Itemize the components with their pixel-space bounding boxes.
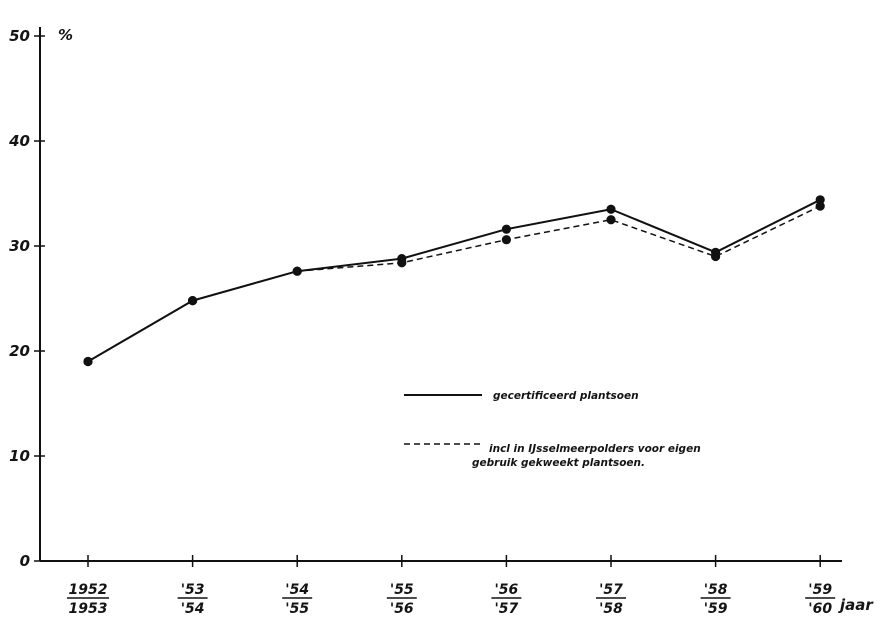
- x-tick-label: '53'54: [177, 582, 208, 617]
- axes: [39, 27, 842, 562]
- x-tick-label-top: '54: [285, 582, 309, 598]
- data-point-series-2: [292, 266, 302, 276]
- x-tick-label-bottom: '54: [181, 601, 205, 617]
- x-tick-label: '59'60: [805, 582, 836, 617]
- legend-dashed-label-line1: incl in IJsselmeerpolders voor eigen: [489, 443, 701, 455]
- x-tick-label-bottom: '59: [704, 601, 728, 617]
- data-point-series-1: [815, 195, 825, 205]
- data-point-series-2: [397, 258, 407, 268]
- legend: gecertificeerd plantsoen incl in IJsselm…: [404, 390, 701, 469]
- data-point-series-1: [501, 224, 511, 234]
- y-tick-label: 30: [9, 237, 30, 255]
- x-tick-label: '57'58: [596, 582, 626, 617]
- x-tick-label-bottom: '56: [390, 601, 414, 617]
- data-point-series-1: [606, 204, 616, 214]
- y-tick-label: 20: [9, 342, 30, 360]
- series-line-dashed: [87, 205, 821, 363]
- data-point-series-2: [83, 356, 93, 367]
- x-tick-label: '56'57: [491, 582, 522, 617]
- x-tick-label-bottom: '58: [599, 601, 623, 617]
- x-tick-label-top: '53: [181, 582, 205, 598]
- y-tick-label: 40: [8, 132, 30, 150]
- x-tick-label: 1952 1953: [67, 582, 109, 617]
- x-tick-label-top: '56: [495, 582, 519, 598]
- x-tick-label-top: '59: [808, 582, 832, 598]
- data-point-series-2: [188, 296, 198, 306]
- y-tick-label: 50: [9, 27, 30, 45]
- legend-solid-label: gecertificeerd plantsoen: [493, 390, 639, 402]
- y-tick-label: 0: [20, 552, 30, 570]
- series-layer: [83, 195, 825, 367]
- x-axis-unit-label: jaar: [838, 596, 874, 614]
- series-line-solid: [87, 198, 821, 363]
- data-point-series-2: [815, 201, 825, 211]
- x-tick-label-bottom: '57: [495, 601, 519, 617]
- x-tick-label-top: '58: [704, 582, 728, 598]
- x-ticks: 19521953'53'54'54'55'55'56'56'57'57'58'5…: [67, 555, 836, 617]
- data-point-series-2: [606, 215, 616, 225]
- x-tick-label: '54'55: [282, 582, 313, 617]
- legend-dashed-label-line2: gebruik gekweekt plantsoen.: [472, 457, 645, 469]
- y-axis-unit-label: %: [58, 26, 73, 44]
- x-tick-label-bottom: '60: [808, 601, 832, 617]
- x-tick-label-top: 1952: [69, 582, 108, 598]
- x-tick-label-bottom: '55: [285, 601, 309, 617]
- data-point-series-2: [501, 235, 511, 245]
- y-ticks: 0 10 20 30 40 50: [8, 27, 45, 570]
- x-tick-label: '55'56: [386, 582, 417, 617]
- x-tick-label-top: '55: [390, 582, 414, 598]
- x-tick-label: '58'59: [700, 582, 731, 617]
- x-tick-label-top: '57: [599, 582, 623, 598]
- y-tick-label: 10: [9, 447, 30, 465]
- x-tick-label-bottom: 1953: [69, 601, 108, 617]
- data-point-series-2: [711, 251, 721, 262]
